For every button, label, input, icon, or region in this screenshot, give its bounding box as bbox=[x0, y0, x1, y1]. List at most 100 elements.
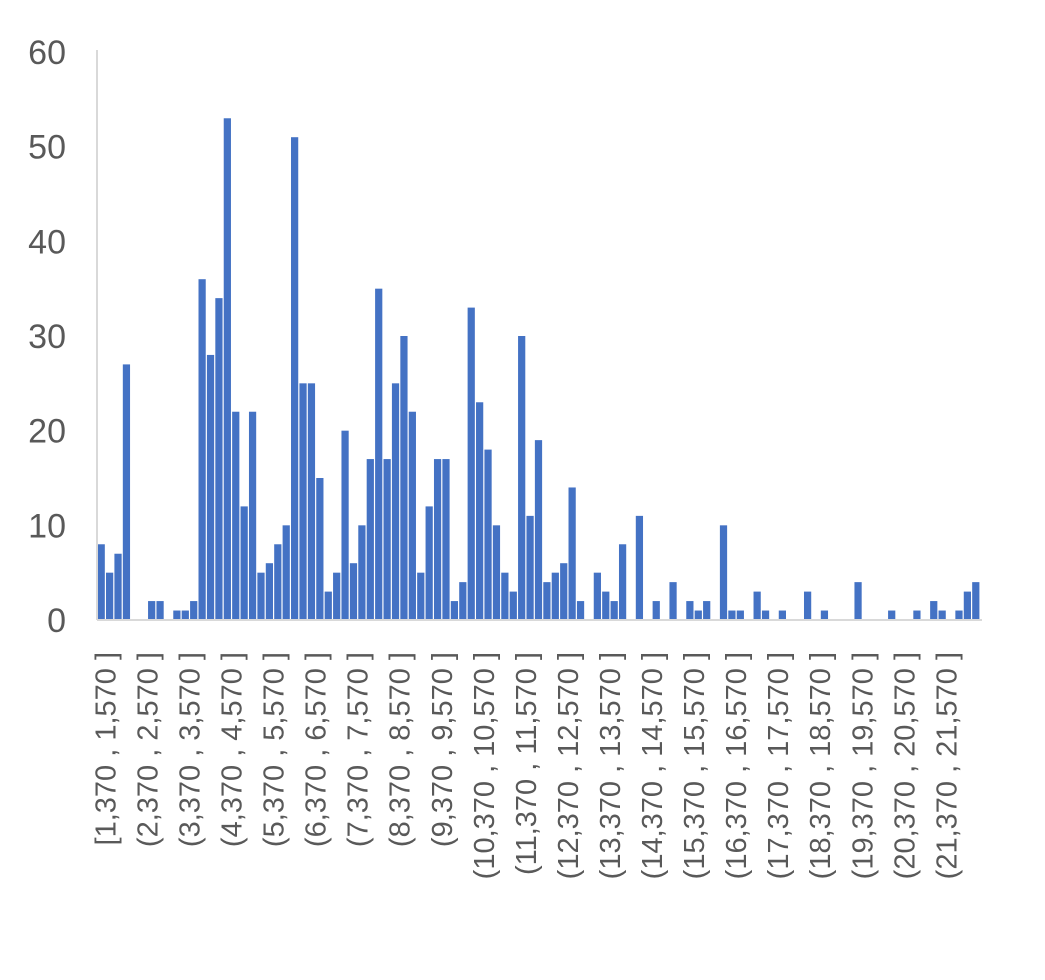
bar bbox=[366, 459, 374, 620]
bar bbox=[425, 506, 433, 620]
x-tick-label: (21,370 , 21,570 ] bbox=[931, 652, 963, 879]
bar bbox=[576, 601, 585, 620]
x-axis: [1,370 , 1,570 ] (2,370 , 2,570 ] (3,370 ,… bbox=[90, 619, 982, 879]
bar bbox=[476, 402, 484, 620]
bar bbox=[282, 525, 290, 620]
bar bbox=[450, 601, 459, 620]
y-tick-label: 20 bbox=[28, 413, 66, 451]
bar bbox=[433, 459, 442, 620]
x-tick-label: (12,370 , 12,570 ] bbox=[553, 652, 585, 879]
bar bbox=[703, 601, 711, 620]
bar bbox=[686, 601, 694, 620]
x-tick-label: (3,370 , 3,570 ] bbox=[175, 652, 207, 847]
bar bbox=[459, 582, 467, 620]
bar bbox=[341, 430, 349, 620]
bar bbox=[778, 610, 786, 620]
bar bbox=[820, 610, 829, 620]
bar bbox=[257, 572, 265, 620]
bar bbox=[938, 610, 946, 620]
bar bbox=[215, 298, 223, 620]
bar bbox=[963, 591, 971, 620]
bar bbox=[593, 572, 601, 620]
x-tick-label: (11,370 , 11,570 ] bbox=[511, 652, 543, 875]
bar bbox=[417, 572, 425, 620]
bar bbox=[854, 582, 862, 620]
bar bbox=[248, 411, 257, 620]
bar bbox=[610, 601, 618, 620]
bar bbox=[618, 544, 627, 620]
bar bbox=[509, 591, 517, 620]
bar bbox=[274, 544, 282, 620]
bar bbox=[156, 601, 164, 620]
bar bbox=[467, 307, 475, 620]
x-tick-label: (19,370 , 19,570 ] bbox=[847, 652, 879, 879]
x-tick-label: (10,370 , 10,570 ] bbox=[469, 652, 501, 879]
bar bbox=[307, 383, 316, 620]
bar bbox=[955, 610, 963, 620]
bar bbox=[972, 582, 980, 620]
bar bbox=[173, 610, 181, 620]
x-tick-label: (4,370 , 4,570 ] bbox=[217, 652, 249, 847]
bar bbox=[206, 354, 215, 620]
bar bbox=[333, 572, 341, 620]
bar bbox=[652, 601, 660, 620]
bar bbox=[534, 440, 543, 620]
bar bbox=[602, 591, 610, 620]
bar bbox=[97, 544, 105, 620]
x-tick-label: (2,370 , 2,570 ] bbox=[132, 652, 164, 847]
bar bbox=[198, 279, 206, 620]
bar bbox=[383, 459, 391, 620]
x-tick-label: [1,370 , 1,570 ] bbox=[90, 652, 122, 845]
x-tick-label: (18,370 , 18,570 ] bbox=[805, 652, 837, 879]
y-tick-label: 50 bbox=[28, 129, 66, 167]
bar bbox=[484, 449, 492, 620]
bar bbox=[888, 610, 896, 620]
bar bbox=[291, 137, 299, 620]
y-tick-label: 10 bbox=[28, 507, 66, 545]
bar bbox=[930, 601, 938, 620]
bar bbox=[913, 610, 921, 620]
bar bbox=[148, 601, 156, 620]
bar bbox=[568, 487, 576, 620]
bar bbox=[803, 591, 812, 620]
x-tick-label: (7,370 , 7,570 ] bbox=[343, 652, 375, 847]
bar bbox=[299, 383, 307, 620]
bar bbox=[391, 383, 400, 620]
bar bbox=[408, 411, 416, 620]
bar bbox=[543, 582, 551, 620]
bar bbox=[223, 118, 231, 621]
x-tick-label: (20,370 , 20,570 ] bbox=[889, 652, 921, 879]
bar bbox=[190, 601, 198, 620]
bar bbox=[122, 364, 131, 620]
y-axis: 0 10 20 30 40 50 60 bbox=[28, 34, 98, 640]
bar bbox=[694, 610, 702, 620]
bars-layer bbox=[97, 118, 980, 621]
y-tick-label: 30 bbox=[28, 318, 66, 356]
bar bbox=[324, 591, 332, 620]
y-tick-label: 40 bbox=[28, 223, 66, 261]
bar bbox=[518, 336, 526, 620]
bar bbox=[375, 288, 383, 620]
bar bbox=[349, 563, 358, 620]
bar bbox=[551, 572, 559, 620]
bar bbox=[265, 563, 274, 620]
y-tick-label: 60 bbox=[28, 34, 66, 72]
bar bbox=[316, 478, 324, 620]
bar bbox=[719, 525, 728, 620]
bar bbox=[442, 459, 450, 620]
x-tick-label: (6,370 , 6,570 ] bbox=[301, 652, 333, 847]
bar bbox=[669, 582, 677, 620]
bar bbox=[736, 610, 744, 620]
bar bbox=[635, 515, 644, 620]
bar bbox=[114, 553, 122, 620]
y-tick-label: 0 bbox=[47, 602, 66, 640]
bar bbox=[761, 610, 770, 620]
bar bbox=[181, 610, 189, 620]
bar bbox=[728, 610, 736, 620]
x-tick-label: (15,370 , 15,570 ] bbox=[679, 652, 711, 879]
bar bbox=[753, 591, 761, 620]
x-tick-label: (16,370 , 16,570 ] bbox=[721, 652, 753, 879]
bar bbox=[240, 506, 248, 620]
